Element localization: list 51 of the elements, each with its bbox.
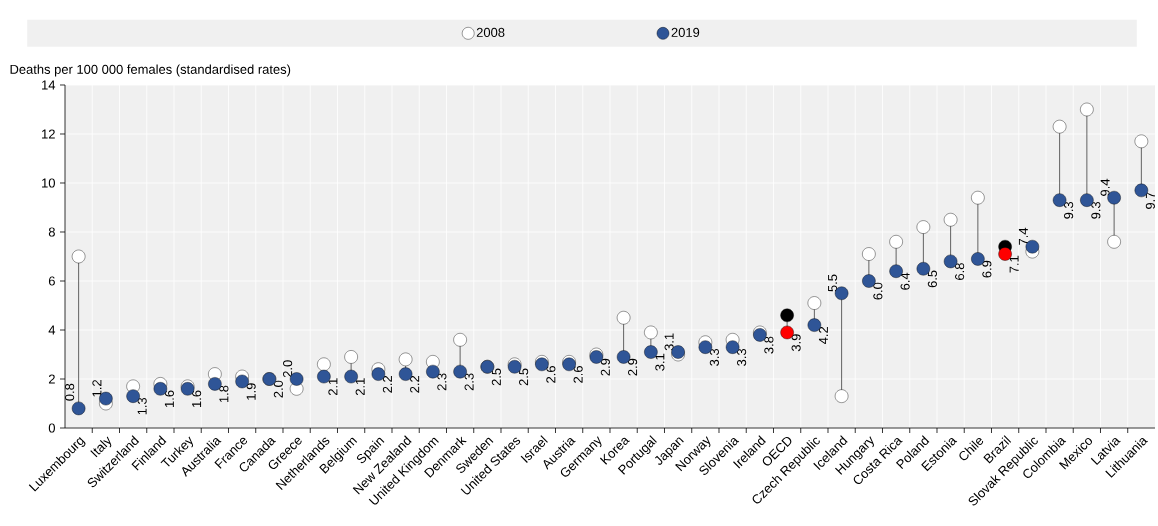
data-label: 2.2 — [410, 375, 420, 393]
data-label: 3.9 — [791, 334, 801, 352]
data-label: 2.1 — [328, 378, 338, 396]
data-label: 1.6 — [164, 390, 174, 408]
data-label: 6.5 — [927, 270, 937, 288]
y-tick-label: 6 — [48, 276, 55, 286]
data-label: 9.7 — [1145, 192, 1155, 209]
data-label: 1.9 — [246, 383, 256, 400]
data-label: 2.0 — [273, 380, 283, 398]
data-label: 3.1 — [664, 333, 674, 351]
data-label: 2.3 — [464, 373, 474, 391]
data-label: 2.1 — [355, 378, 365, 396]
data-label: 6.8 — [955, 263, 965, 280]
data-label: 2.5 — [519, 368, 529, 386]
y-tick-label: 4 — [48, 325, 56, 335]
data-label: 9.3 — [1091, 201, 1101, 219]
data-label: 3.1 — [655, 353, 665, 371]
y-tick-label: 14 — [42, 80, 56, 90]
data-label: 9.4 — [1100, 178, 1110, 196]
data-label: 2.9 — [600, 358, 610, 376]
data-label: 2.0 — [283, 360, 293, 378]
y-axis-title: Deaths per 100 000 females (standardised rates) — [10, 64, 291, 77]
data-label: 3.8 — [764, 336, 774, 354]
y-tick-label: 12 — [42, 129, 55, 139]
y-tick-label: 2 — [48, 374, 55, 384]
data-label: 3.3 — [709, 348, 719, 366]
data-label: 1.6 — [192, 390, 202, 408]
data-label: 2.3 — [437, 373, 447, 391]
data-label: 4.2 — [818, 326, 828, 345]
data-label: 1.2 — [92, 380, 102, 397]
data-label: 2.5 — [491, 368, 501, 386]
data-label: 2.6 — [573, 366, 583, 383]
y-tick-label: 10 — [42, 178, 55, 188]
data-label: 2.9 — [628, 358, 638, 376]
data-label: 9.3 — [1064, 201, 1074, 219]
data-label: 1.3 — [137, 397, 147, 415]
data-label: 6.0 — [873, 282, 883, 300]
data-label: 1.8 — [219, 385, 229, 403]
data-label: 6.9 — [982, 260, 992, 278]
data-label: 7.1 — [1009, 255, 1019, 273]
data-label: 5.5 — [828, 274, 838, 292]
data-label: 3.3 — [737, 348, 747, 366]
y-tick-label: 0 — [48, 423, 55, 433]
legend-label: 2019 — [671, 27, 700, 37]
data-label: 7.4 — [1018, 227, 1028, 245]
legend-label: 2008 — [476, 27, 505, 37]
data-label: 2.2 — [382, 375, 392, 393]
data-label: 0.8 — [65, 383, 75, 401]
y-tick-label: 8 — [48, 227, 55, 237]
data-label: 6.4 — [900, 272, 910, 290]
data-label: 2.6 — [546, 366, 556, 383]
